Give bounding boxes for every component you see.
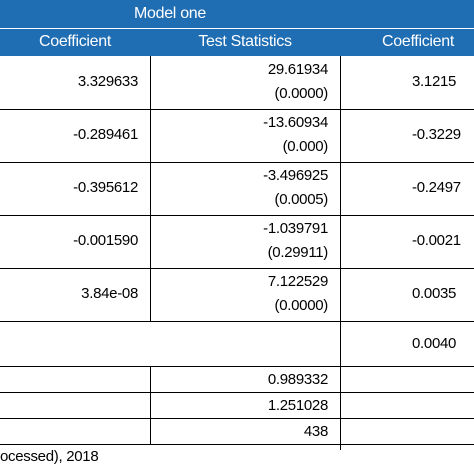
col-line — [150, 56, 151, 321]
p-value: (0.0000) — [274, 297, 329, 314]
test-statistic: 29.61934 — [267, 61, 328, 78]
col-line — [340, 56, 341, 450]
row-line — [0, 215, 474, 216]
coefficient: 3.84e-08 — [81, 285, 138, 302]
row-line — [0, 162, 474, 163]
row-line — [0, 444, 474, 445]
extra-value: 0.0040 — [412, 335, 457, 352]
test-statistic: -13.60934 — [263, 114, 328, 131]
statistic: 0.989332 — [267, 371, 328, 388]
p-value: (0.0005) — [274, 191, 329, 208]
coefficient: 3.329633 — [77, 73, 138, 90]
test-statistic: 7.122529 — [267, 273, 328, 290]
p-value: (0.0000) — [274, 85, 329, 102]
statistic: 1.251028 — [267, 397, 328, 414]
coefficient-2: -0.3229 — [412, 126, 461, 143]
row-line — [0, 268, 474, 269]
test-statistic: -1.039791 — [263, 220, 328, 237]
column-header: Test Statistics — [198, 33, 292, 50]
coefficient: -0.001590 — [73, 232, 138, 249]
statistic: 438 — [303, 423, 328, 440]
column-header: Coefficient — [38, 33, 111, 50]
coefficient: -0.395612 — [73, 179, 138, 196]
row-line — [0, 392, 474, 393]
coefficient-2: 3.1215 — [412, 73, 457, 90]
coefficient-2: -0.0021 — [412, 232, 461, 249]
p-value: (0.000) — [282, 138, 329, 155]
coefficient-2: -0.2497 — [412, 179, 461, 196]
row-line — [0, 418, 474, 419]
source-note: ocessed), 2018 — [0, 448, 99, 465]
p-value: (0.29911) — [267, 244, 329, 261]
col-line — [150, 366, 151, 444]
group-header: Model one — [133, 5, 207, 22]
column-header: Coefficient — [382, 33, 455, 50]
row-line — [0, 321, 474, 322]
row-line — [0, 109, 474, 110]
row-line — [0, 366, 474, 367]
coefficient: -0.289461 — [73, 126, 138, 143]
test-statistic: -3.496925 — [263, 167, 328, 184]
coefficient-2: 0.0035 — [412, 285, 457, 302]
header-divider — [0, 28, 474, 29]
